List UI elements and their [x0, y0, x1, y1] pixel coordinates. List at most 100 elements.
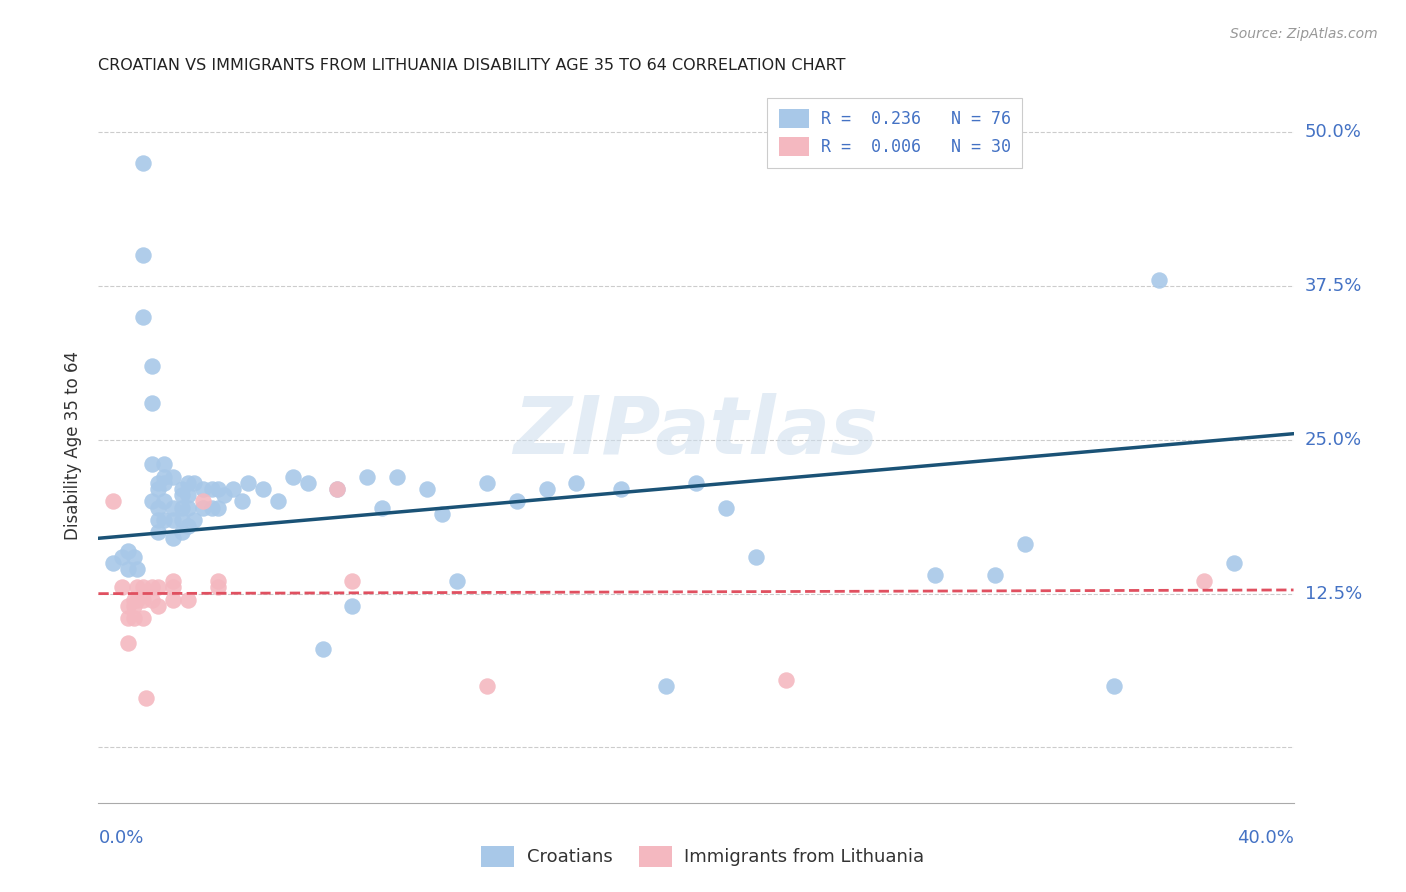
- Legend: R =  0.236   N = 76, R =  0.006   N = 30: R = 0.236 N = 76, R = 0.006 N = 30: [768, 97, 1022, 168]
- Point: [191, 494, 214, 508]
- Point: [356, 469, 378, 483]
- Point: [207, 574, 229, 589]
- Point: [385, 469, 409, 483]
- Point: [685, 475, 707, 490]
- Point: [565, 475, 588, 490]
- Point: [172, 525, 194, 540]
- Point: [655, 679, 678, 693]
- Point: [172, 513, 194, 527]
- Point: [132, 611, 155, 625]
- Point: [141, 581, 163, 595]
- Point: [148, 513, 170, 527]
- Point: [141, 592, 163, 607]
- Point: [103, 556, 125, 570]
- Point: [141, 359, 163, 373]
- Text: 37.5%: 37.5%: [1305, 277, 1362, 295]
- Point: [371, 500, 394, 515]
- Point: [132, 581, 155, 595]
- Point: [201, 500, 224, 515]
- Point: [127, 592, 149, 607]
- Point: [141, 494, 163, 508]
- Point: [191, 482, 214, 496]
- Point: [141, 458, 163, 472]
- Point: [714, 500, 737, 515]
- Point: [183, 475, 205, 490]
- Point: [267, 494, 290, 508]
- Point: [172, 488, 194, 502]
- Point: [207, 500, 229, 515]
- Point: [177, 500, 200, 515]
- Text: ZIPatlas: ZIPatlas: [513, 392, 879, 471]
- Point: [191, 500, 214, 515]
- Point: [132, 248, 155, 262]
- Point: [153, 469, 176, 483]
- Text: 0.0%: 0.0%: [98, 829, 143, 847]
- Point: [162, 592, 184, 607]
- Point: [475, 475, 498, 490]
- Point: [297, 475, 319, 490]
- Point: [172, 482, 194, 496]
- Point: [127, 581, 149, 595]
- Point: [177, 488, 200, 502]
- Point: [326, 482, 349, 496]
- Point: [326, 482, 349, 496]
- Text: 12.5%: 12.5%: [1305, 584, 1362, 603]
- Point: [416, 482, 439, 496]
- Point: [172, 500, 194, 515]
- Text: 25.0%: 25.0%: [1305, 431, 1362, 449]
- Point: [111, 581, 134, 595]
- Point: [212, 488, 235, 502]
- Point: [117, 543, 139, 558]
- Point: [132, 156, 155, 170]
- Text: Source: ZipAtlas.com: Source: ZipAtlas.com: [1230, 27, 1378, 41]
- Point: [148, 599, 170, 613]
- Point: [342, 599, 364, 613]
- Point: [162, 531, 184, 545]
- Point: [231, 494, 253, 508]
- Point: [610, 482, 633, 496]
- Point: [127, 562, 149, 576]
- Point: [124, 599, 146, 613]
- Point: [446, 574, 468, 589]
- Point: [430, 507, 453, 521]
- Point: [1147, 273, 1170, 287]
- Point: [745, 549, 768, 564]
- Text: CROATIAN VS IMMIGRANTS FROM LITHUANIA DISABILITY AGE 35 TO 64 CORRELATION CHART: CROATIAN VS IMMIGRANTS FROM LITHUANIA DI…: [98, 58, 846, 73]
- Point: [153, 494, 176, 508]
- Point: [506, 494, 529, 508]
- Point: [342, 574, 364, 589]
- Point: [177, 519, 200, 533]
- Point: [153, 458, 176, 472]
- Point: [148, 525, 170, 540]
- Point: [1192, 574, 1215, 589]
- Point: [252, 482, 274, 496]
- Point: [983, 568, 1005, 582]
- Point: [222, 482, 245, 496]
- Point: [207, 482, 229, 496]
- Point: [141, 396, 163, 410]
- Point: [117, 636, 139, 650]
- Text: 40.0%: 40.0%: [1237, 829, 1294, 847]
- Point: [117, 562, 139, 576]
- Point: [183, 513, 205, 527]
- Point: [201, 482, 224, 496]
- Point: [132, 310, 155, 324]
- Point: [177, 592, 200, 607]
- Point: [162, 581, 184, 595]
- Point: [536, 482, 558, 496]
- Point: [1104, 679, 1126, 693]
- Point: [162, 513, 184, 527]
- Point: [148, 500, 170, 515]
- Point: [148, 475, 170, 490]
- Point: [153, 475, 176, 490]
- Point: [475, 679, 498, 693]
- Point: [1014, 537, 1036, 551]
- Point: [117, 599, 139, 613]
- Point: [162, 469, 184, 483]
- Point: [148, 482, 170, 496]
- Point: [153, 513, 176, 527]
- Point: [132, 592, 155, 607]
- Point: [124, 592, 146, 607]
- Point: [162, 500, 184, 515]
- Point: [124, 611, 146, 625]
